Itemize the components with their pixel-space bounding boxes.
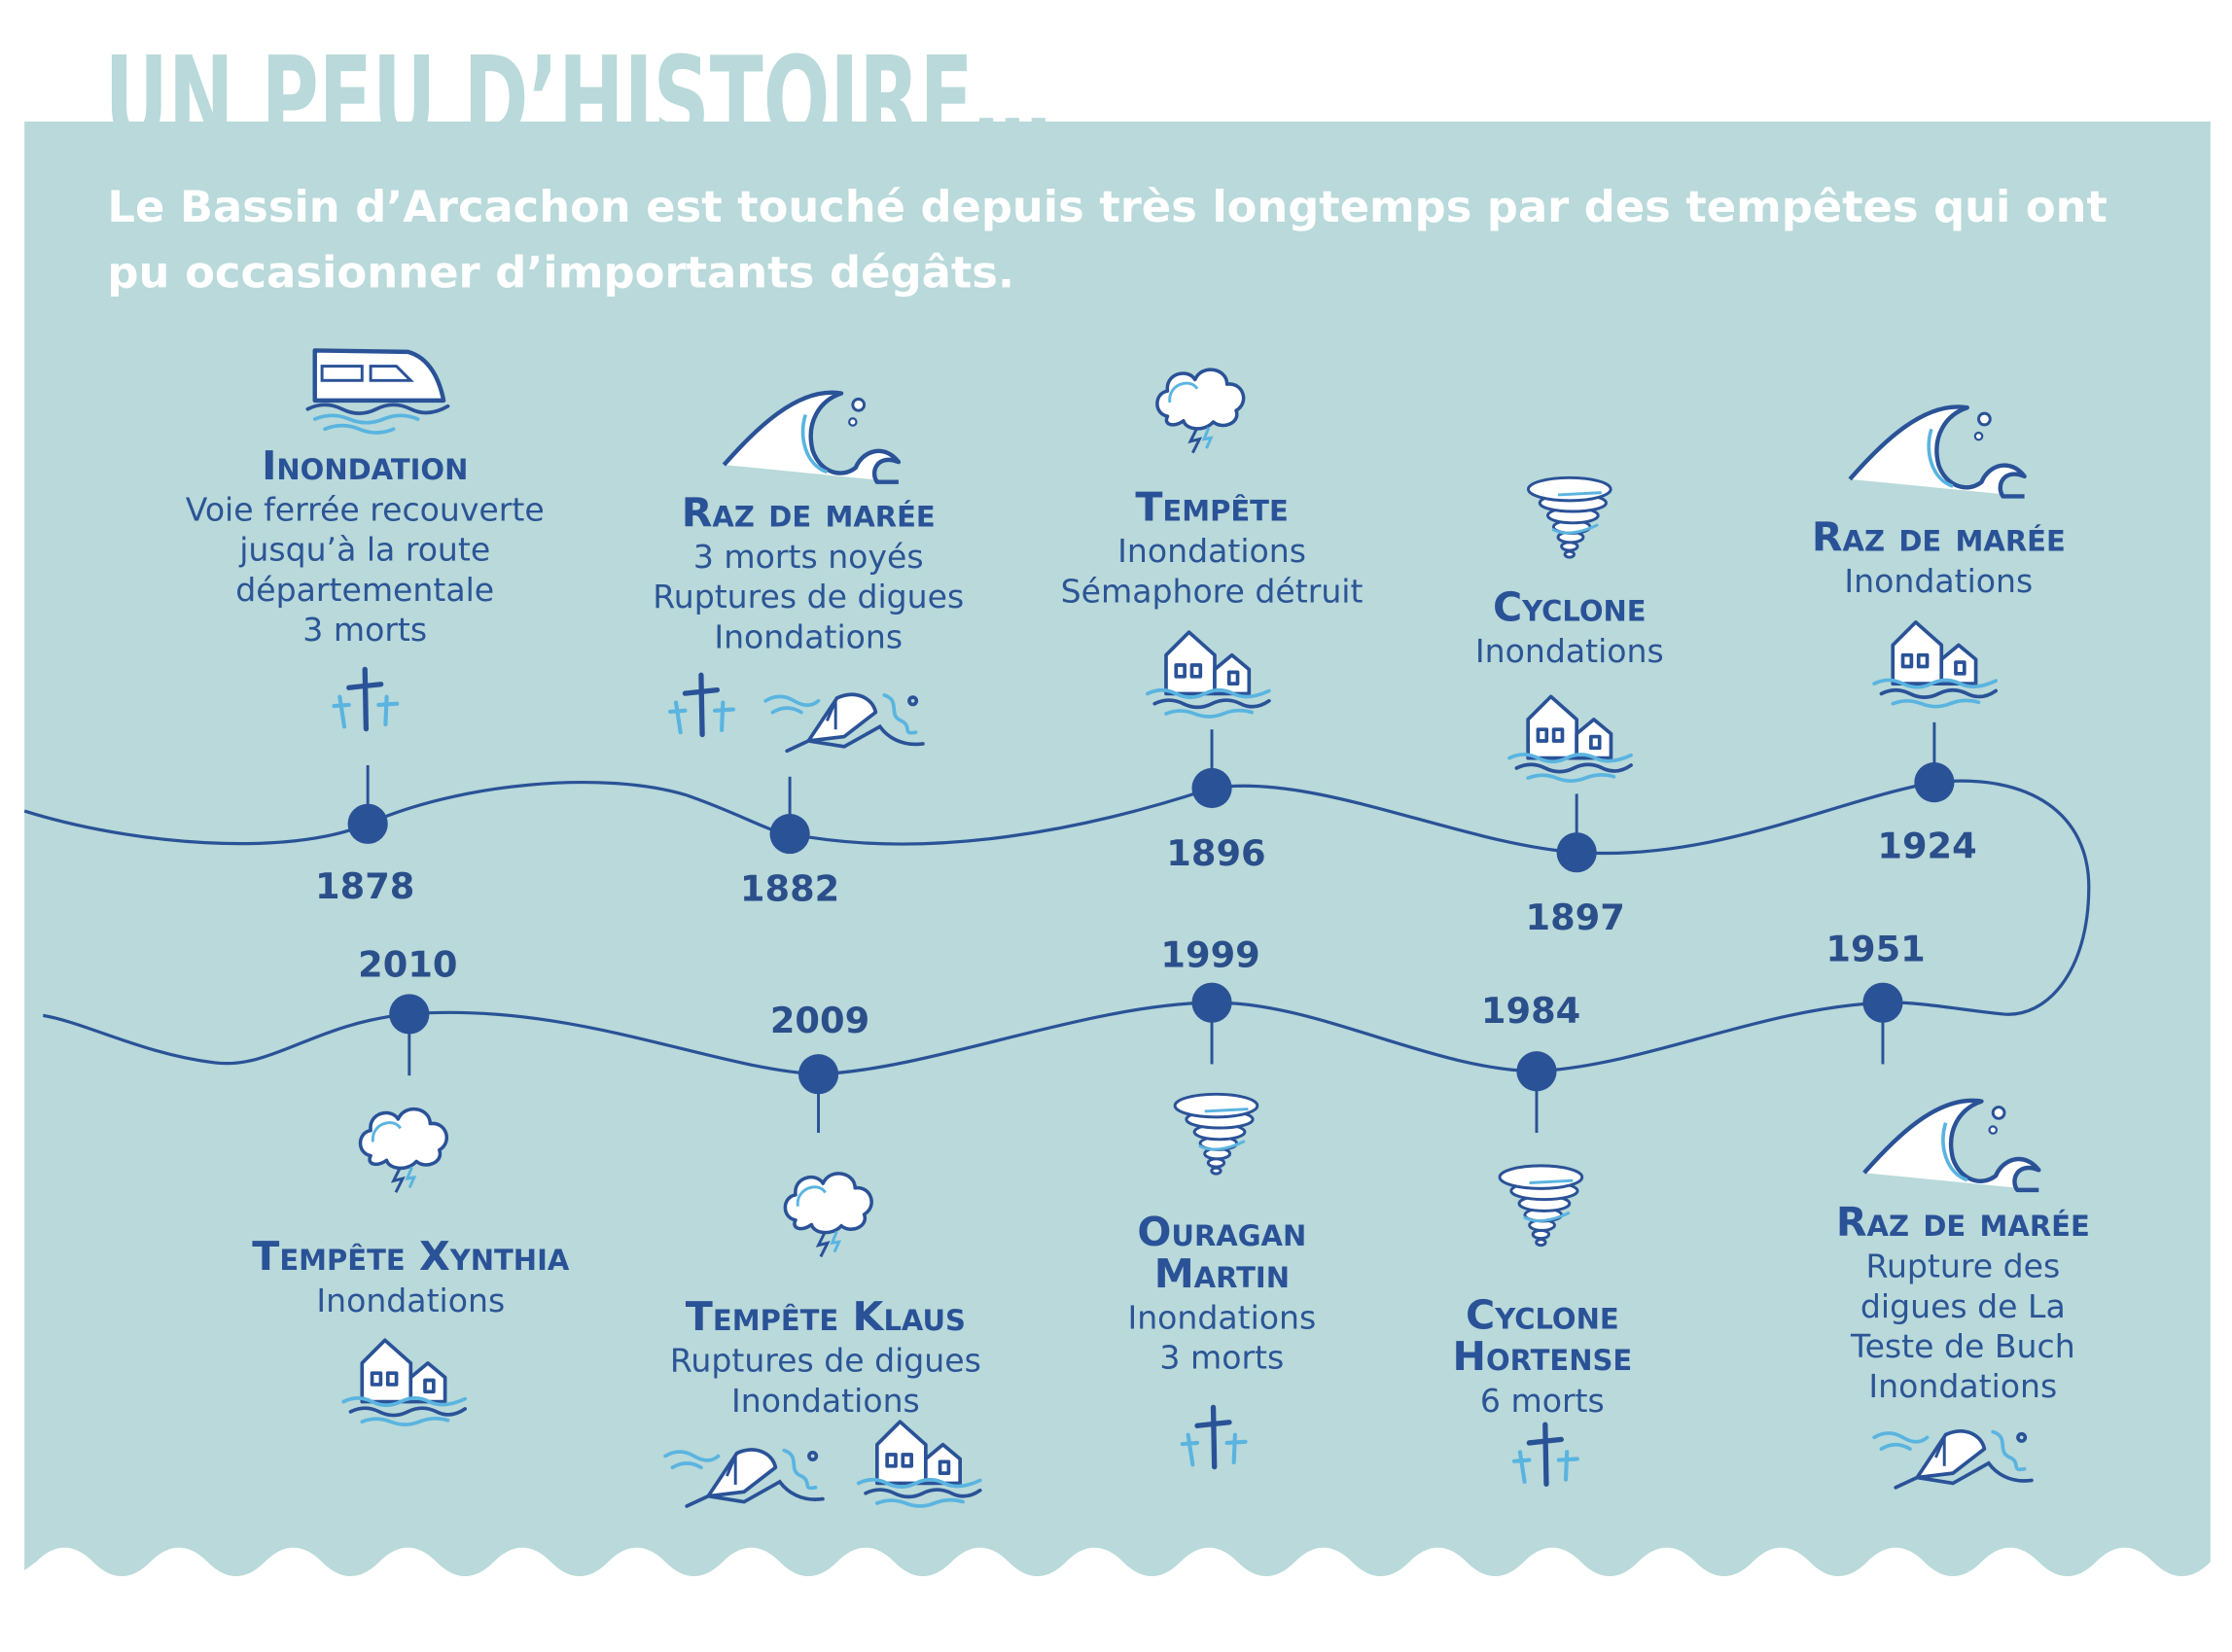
- event-title: Tempête Klaus: [686, 1293, 966, 1340]
- event-year: 1924: [1877, 826, 1976, 867]
- event-title: Tempête: [1135, 483, 1288, 530]
- intro-line-1: Le Bassin d’Arcachon est touché depuis t…: [107, 183, 2107, 232]
- event-title: Raz de marée: [1836, 1199, 2090, 1246]
- timeline-dot[interactable]: [769, 813, 810, 855]
- event-description-line: Inondations: [714, 617, 903, 655]
- event-description-line: 3 morts: [302, 611, 427, 649]
- event-description-line: Inondations: [1844, 562, 2033, 600]
- timeline-dot[interactable]: [1191, 982, 1232, 1023]
- event-description-line: Voie ferrée recouverte: [186, 490, 545, 528]
- event-year: 1999: [1160, 933, 1259, 975]
- event-description-line: Rupture des: [1865, 1248, 2060, 1285]
- timeline-dot[interactable]: [389, 994, 430, 1035]
- event-description-line: jusqu’à la route: [238, 531, 490, 569]
- event-description-line: Inondations: [316, 1282, 505, 1319]
- event-description-line: Sémaphore détruit: [1061, 572, 1364, 610]
- event-description-line: 3 morts: [1159, 1339, 1284, 1377]
- event-description-line: Inondations: [1475, 632, 1664, 670]
- event-title: Cyclone: [1466, 1292, 1619, 1339]
- event-year: 2009: [770, 1000, 869, 1041]
- event-description-line: Ruptures de digues: [653, 578, 964, 615]
- event-description-line: Inondations: [1868, 1367, 2057, 1405]
- event-year: 1882: [740, 868, 839, 910]
- event-description-line: Teste de Buch: [1850, 1327, 2075, 1365]
- event-title: Raz de marée: [1812, 513, 2066, 560]
- event-title: Ouragan: [1137, 1209, 1306, 1255]
- event-year: 2010: [358, 944, 457, 986]
- event-description-line: 3 morts noyés: [693, 538, 924, 576]
- timeline-dot[interactable]: [347, 803, 388, 844]
- event-description-line: Inondations: [1127, 1299, 1316, 1337]
- event-year: 1984: [1481, 990, 1580, 1032]
- timeline-dot[interactable]: [1516, 1051, 1557, 1092]
- event-title: Inondation: [262, 442, 468, 489]
- timeline-line: [23, 779, 2091, 1076]
- event-description-line: digues de La: [1860, 1287, 2066, 1325]
- event-title: Raz de marée: [682, 489, 936, 536]
- event-title: Hortense: [1453, 1333, 1633, 1380]
- event-year: 1878: [315, 865, 414, 907]
- event-description-line: Inondations: [1117, 532, 1306, 570]
- timeline-dot[interactable]: [1862, 982, 1903, 1023]
- timeline-dot[interactable]: [797, 1054, 839, 1095]
- timeline-dot[interactable]: [1191, 767, 1232, 809]
- event-description-line: Ruptures de digues: [670, 1342, 981, 1380]
- event-title: Martin: [1154, 1250, 1290, 1297]
- event-year: 1896: [1166, 832, 1265, 874]
- event-description-line: départementale: [235, 571, 494, 609]
- intro-line-2: pu occasionner d’importants dégâts.: [107, 249, 1014, 299]
- event-title: Cyclone: [1493, 583, 1647, 630]
- event-description-line: Inondations: [731, 1382, 920, 1420]
- event-year: 1897: [1526, 896, 1625, 938]
- event-title: Tempête Xynthia: [252, 1233, 570, 1280]
- panel-background: [24, 122, 2211, 1577]
- timeline-dot[interactable]: [1914, 762, 1955, 803]
- event-year: 1951: [1825, 929, 1925, 970]
- event-description-line: 6 morts: [1480, 1382, 1605, 1420]
- timeline-dot[interactable]: [1556, 832, 1597, 873]
